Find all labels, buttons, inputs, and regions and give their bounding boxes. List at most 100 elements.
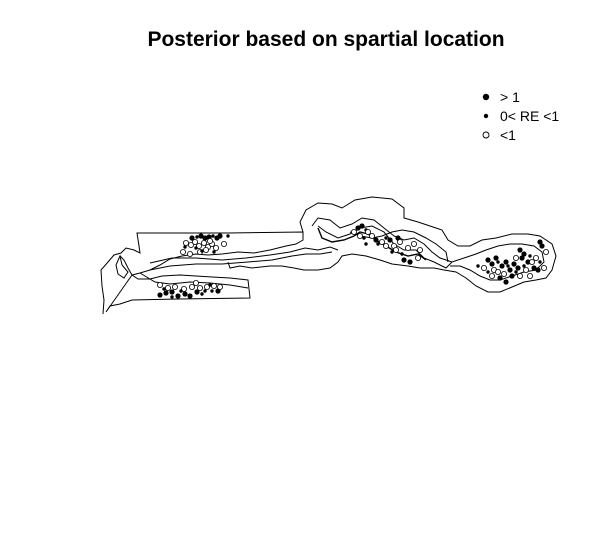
point-marker-less-than-one bbox=[191, 238, 198, 245]
point-marker-between-zero-and-one bbox=[486, 270, 490, 274]
point-marker-between-zero-and-one bbox=[400, 252, 404, 256]
point-marker-less-than-one bbox=[350, 228, 357, 235]
point-marker-less-than-one bbox=[529, 258, 536, 265]
point-marker-greater-than-one bbox=[493, 255, 499, 261]
point-marker-between-zero-and-one bbox=[200, 249, 204, 253]
point-marker-greater-than-one bbox=[497, 275, 503, 281]
point-marker-less-than-one bbox=[527, 272, 534, 279]
point-marker-less-than-one bbox=[392, 246, 399, 253]
point-marker-less-than-one bbox=[164, 284, 171, 291]
point-marker-less-than-one bbox=[523, 266, 530, 273]
point-marker-less-than-one bbox=[200, 239, 207, 246]
river-inlet-west bbox=[115, 254, 249, 289]
point-marker-greater-than-one bbox=[194, 289, 200, 295]
point-marker-less-than-one bbox=[182, 239, 189, 246]
point-marker-less-than-one bbox=[356, 232, 363, 239]
point-marker-greater-than-one bbox=[519, 255, 525, 261]
river-loop-middle bbox=[317, 227, 427, 261]
point-marker-greater-than-one bbox=[407, 259, 413, 265]
point-marker-greater-than-one bbox=[507, 267, 513, 273]
point-marker-less-than-one bbox=[156, 281, 163, 288]
point-marker-less-than-one bbox=[378, 238, 385, 245]
point-marker-less-than-one bbox=[210, 282, 217, 289]
point-marker-between-zero-and-one bbox=[208, 283, 212, 287]
point-marker-less-than-one bbox=[196, 284, 203, 291]
filled-circle-small-icon bbox=[483, 113, 489, 119]
point-marker-between-zero-and-one bbox=[476, 264, 480, 268]
legend-label: <1 bbox=[500, 127, 516, 143]
point-marker-between-zero-and-one bbox=[200, 292, 204, 296]
point-marker-greater-than-one bbox=[202, 235, 208, 241]
buffer-outline-middle bbox=[227, 196, 557, 293]
point-marker-greater-than-one bbox=[535, 267, 541, 273]
point-marker-between-zero-and-one bbox=[528, 254, 532, 258]
point-marker-less-than-one bbox=[171, 283, 178, 290]
point-marker-greater-than-one bbox=[359, 223, 365, 229]
point-marker-less-than-one bbox=[364, 228, 371, 235]
point-marker-between-zero-and-one bbox=[364, 242, 368, 246]
point-marker-less-than-one bbox=[500, 270, 507, 277]
point-marker-less-than-one bbox=[494, 268, 501, 275]
point-marker-greater-than-one bbox=[198, 233, 204, 239]
point-marker-greater-than-one bbox=[387, 237, 393, 243]
point-marker-greater-than-one bbox=[503, 279, 509, 285]
point-marker-greater-than-one bbox=[189, 235, 195, 241]
point-marker-less-than-one bbox=[203, 283, 210, 290]
point-marker-between-zero-and-one bbox=[390, 250, 394, 254]
point-marker-less-than-one bbox=[543, 248, 550, 255]
legend-item-greater-than-one: > 1 bbox=[478, 88, 588, 107]
point-marker-between-zero-and-one bbox=[362, 236, 366, 240]
point-marker-less-than-one bbox=[195, 242, 202, 249]
point-marker-greater-than-one bbox=[537, 239, 543, 245]
point-marker-less-than-one bbox=[368, 232, 375, 239]
legend-item-less-than-one: <1 bbox=[478, 126, 588, 145]
point-marker-between-zero-and-one bbox=[183, 245, 187, 249]
point-marker-less-than-one bbox=[541, 264, 548, 271]
legend-item-between-zero-and-one: 0< RE <1 bbox=[478, 107, 588, 126]
point-marker-between-zero-and-one bbox=[179, 289, 183, 293]
point-marker-greater-than-one bbox=[217, 233, 223, 239]
point-marker-greater-than-one bbox=[499, 263, 505, 269]
point-marker-greater-than-one bbox=[187, 293, 193, 299]
point-marker-greater-than-one bbox=[401, 257, 407, 263]
point-marker-less-than-one bbox=[206, 237, 213, 244]
point-marker-between-zero-and-one bbox=[194, 246, 198, 250]
legend: > 1 0< RE <1 <1 bbox=[478, 88, 588, 145]
point-marker-less-than-one bbox=[533, 254, 540, 261]
point-marker-between-zero-and-one bbox=[522, 264, 526, 268]
point-marker-greater-than-one bbox=[157, 292, 163, 298]
point-marker-between-zero-and-one bbox=[376, 242, 380, 246]
river-channel-west bbox=[149, 246, 339, 271]
point-marker-less-than-one bbox=[192, 279, 199, 286]
plot-title: Posterior based on spartial location bbox=[147, 28, 505, 51]
point-marker-greater-than-one bbox=[509, 273, 515, 279]
point-marker-between-zero-and-one bbox=[514, 270, 518, 274]
point-marker-greater-than-one bbox=[531, 265, 537, 271]
point-marker-greater-than-one bbox=[511, 261, 517, 267]
point-marker-less-than-one bbox=[186, 250, 193, 257]
open-circle-icon bbox=[482, 131, 490, 139]
point-marker-greater-than-one bbox=[182, 291, 188, 297]
point-marker-between-zero-and-one bbox=[170, 295, 174, 299]
point-marker-less-than-one bbox=[179, 248, 186, 255]
point-marker-between-zero-and-one bbox=[538, 260, 542, 264]
point-marker-between-zero-and-one bbox=[384, 236, 388, 240]
point-marker-between-zero-and-one bbox=[210, 289, 214, 293]
point-marker-greater-than-one bbox=[517, 247, 523, 253]
point-marker-between-zero-and-one bbox=[203, 289, 207, 293]
point-marker-less-than-one bbox=[202, 246, 209, 253]
point-marker-greater-than-one bbox=[169, 289, 175, 295]
point-marker-less-than-one bbox=[212, 244, 219, 251]
point-marker-less-than-one bbox=[187, 241, 194, 248]
point-marker-between-zero-and-one bbox=[496, 260, 500, 264]
point-marker-greater-than-one bbox=[355, 225, 361, 231]
point-marker-less-than-one bbox=[488, 272, 495, 279]
point-marker-greater-than-one bbox=[175, 293, 181, 299]
point-marker-greater-than-one bbox=[373, 237, 379, 243]
point-marker-less-than-one bbox=[404, 244, 411, 251]
point-marker-less-than-one bbox=[220, 240, 227, 247]
point-marker-greater-than-one bbox=[163, 290, 169, 296]
point-marker-less-than-one bbox=[180, 285, 187, 292]
point-marker-greater-than-one bbox=[539, 243, 545, 249]
